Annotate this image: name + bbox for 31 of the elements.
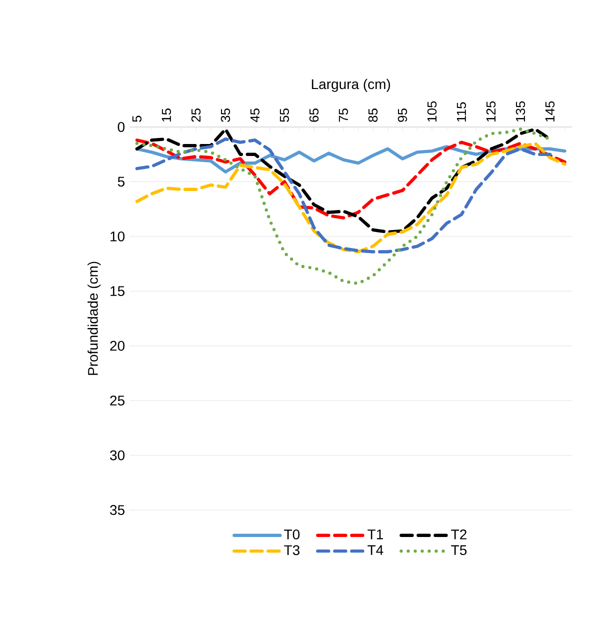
x-axis-title: Largura (cm) [312, 78, 390, 92]
x-tick-label: 35 [220, 108, 230, 122]
legend-label: T2 [451, 530, 466, 540]
x-tick-label: 25 [191, 108, 201, 122]
legend-label: T3 [284, 545, 300, 556]
legend-label: T0 [284, 530, 300, 540]
legend-label: T4 [368, 545, 384, 555]
x-tick-label: 5 [132, 116, 142, 122]
x-tick-label: 105 [427, 101, 437, 122]
y-tick-label: 20 [110, 340, 125, 351]
legend-label: T5 [451, 545, 467, 556]
legend-label: T1 [368, 530, 383, 540]
y-axis-title: Profundidade (cm) [88, 262, 101, 375]
y-tick-label: 15 [110, 286, 124, 296]
x-tick-label: 135 [516, 101, 526, 122]
y-tick-label: 25 [110, 396, 124, 406]
y-tick-label: 30 [110, 450, 125, 460]
x-tick-label: 145 [545, 101, 555, 122]
x-tick-label: 95 [398, 108, 408, 122]
y-tick-label: 35 [110, 505, 124, 515]
x-tick-label: 15 [162, 108, 172, 122]
x-tick-label: 75 [338, 108, 348, 122]
y-tick-label: 5 [118, 176, 124, 187]
y-tick-label: 10 [110, 231, 125, 242]
x-tick-label: 55 [280, 108, 290, 122]
y-tick-label: 0 [118, 122, 125, 132]
x-tick-label: 115 [456, 102, 466, 122]
x-tick-label: 65 [309, 108, 319, 122]
x-tick-label: 125 [486, 101, 496, 122]
x-tick-label: 45 [250, 108, 260, 122]
x-tick-label: 85 [368, 108, 378, 122]
